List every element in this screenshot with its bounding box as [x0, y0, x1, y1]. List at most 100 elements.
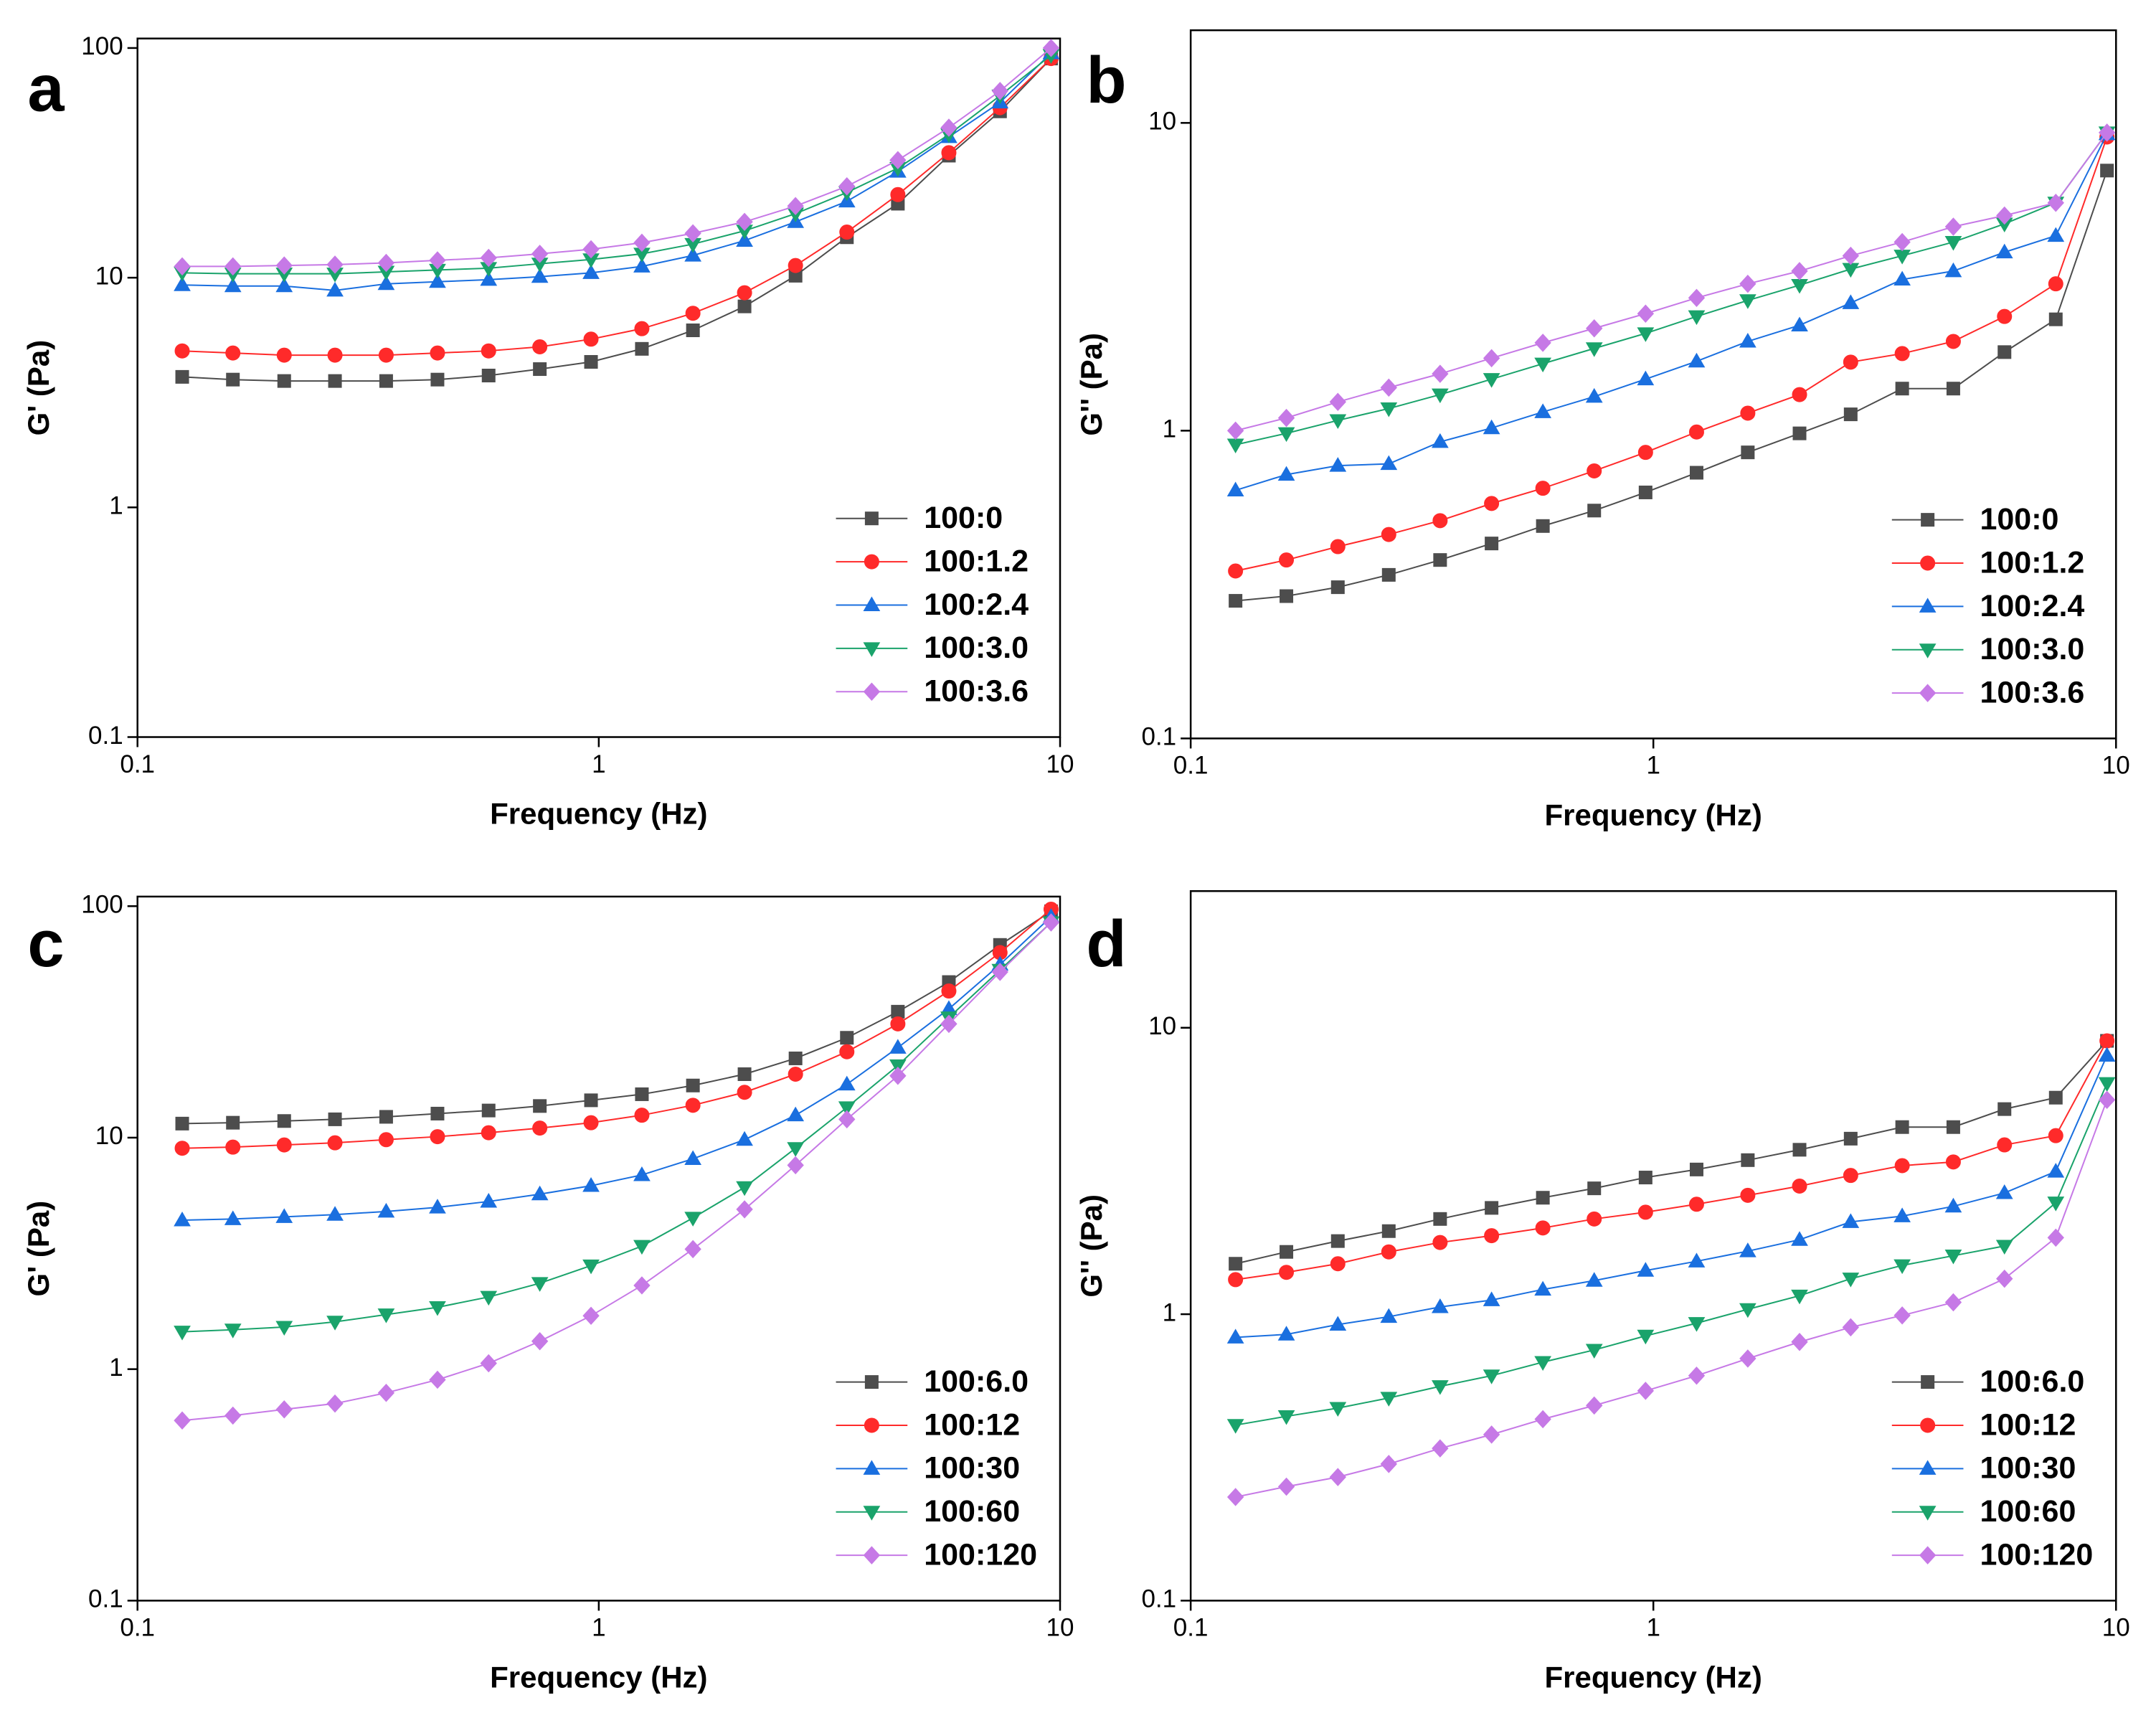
marker: [1042, 39, 1060, 57]
marker: [1330, 539, 1346, 554]
marker: [1944, 262, 1962, 278]
marker: [1586, 1396, 1603, 1415]
marker: [1920, 1417, 1936, 1433]
x-tick-label: 10: [2102, 1614, 2130, 1642]
marker: [1894, 1158, 1910, 1174]
legend-label: 100:12: [924, 1407, 1020, 1442]
marker: [1637, 1329, 1655, 1345]
marker: [327, 1135, 343, 1151]
marker: [1997, 1137, 2013, 1153]
marker: [1842, 294, 1860, 309]
marker: [1381, 527, 1396, 542]
marker: [1534, 1280, 1552, 1296]
marker: [1995, 1184, 2013, 1199]
marker: [531, 1277, 549, 1292]
marker: [1536, 519, 1550, 533]
x-tick-label: 10: [1046, 750, 1074, 778]
marker: [1919, 1546, 1937, 1564]
marker: [377, 1308, 395, 1323]
marker: [1893, 1207, 1911, 1222]
y-axis-title: G'' (Pa): [1074, 333, 1108, 436]
marker: [1739, 1242, 1757, 1257]
marker: [1842, 1318, 1860, 1337]
marker: [1381, 1244, 1396, 1260]
marker: [684, 1240, 701, 1259]
marker: [1483, 349, 1500, 368]
marker: [2098, 1047, 2116, 1062]
marker: [2098, 1077, 2116, 1092]
marker: [429, 273, 446, 288]
legend-label: 100:12: [1980, 1407, 2076, 1442]
marker: [788, 1051, 803, 1065]
marker: [1587, 504, 1602, 518]
x-axis-title: Frequency (Hz): [1545, 1660, 1762, 1694]
marker: [480, 248, 497, 268]
marker: [940, 118, 958, 137]
marker: [890, 1016, 906, 1032]
series-line: [182, 908, 1052, 1149]
marker: [1280, 589, 1294, 603]
marker: [174, 1141, 190, 1156]
marker: [1226, 481, 1244, 497]
marker: [531, 1332, 549, 1351]
marker: [1895, 1120, 1909, 1134]
marker: [1329, 392, 1346, 412]
marker: [863, 596, 881, 611]
marker: [326, 1316, 344, 1331]
marker: [1431, 433, 1449, 448]
marker: [1739, 274, 1757, 293]
y-tick-label: 1: [1163, 1298, 1176, 1326]
series-line: [1235, 1082, 2108, 1426]
marker: [736, 232, 753, 247]
marker: [377, 1383, 395, 1402]
legend-label: 100:6.0: [1980, 1364, 2084, 1399]
marker: [377, 253, 395, 273]
marker: [1432, 513, 1448, 529]
y-tick-label: 100: [81, 890, 123, 918]
series-line: [1235, 132, 2108, 432]
marker: [635, 1087, 649, 1101]
marker: [1585, 1272, 1603, 1287]
marker: [1380, 455, 1398, 471]
marker: [224, 1323, 242, 1339]
legend-label: 100:120: [924, 1537, 1037, 1572]
marker: [1277, 466, 1295, 481]
marker: [1042, 913, 1060, 932]
marker: [379, 374, 393, 388]
marker: [838, 176, 856, 196]
marker: [224, 1210, 242, 1225]
marker: [2098, 123, 2116, 142]
series-line: [182, 47, 1052, 268]
marker: [326, 1394, 344, 1413]
x-tick-label: 1: [592, 750, 605, 778]
marker: [736, 212, 753, 232]
marker: [633, 258, 651, 273]
x-axis-title: Frequency (Hz): [490, 797, 707, 831]
marker: [1483, 1369, 1500, 1384]
marker: [429, 1301, 446, 1316]
marker: [941, 145, 957, 161]
y-axis-title: G'' (Pa): [1074, 1194, 1108, 1298]
marker: [275, 1208, 293, 1223]
marker: [1996, 206, 2013, 225]
x-tick-label: 10: [2102, 752, 2130, 780]
marker: [1995, 243, 2013, 259]
marker: [1689, 1162, 1703, 1176]
marker: [1483, 419, 1500, 435]
series-line: [182, 55, 1052, 275]
marker: [174, 1212, 191, 1227]
y-tick-label: 10: [95, 1122, 123, 1150]
marker: [2047, 1228, 2064, 1247]
marker: [1741, 445, 1755, 460]
marker: [1741, 1153, 1755, 1167]
marker: [1587, 463, 1602, 478]
marker: [864, 1417, 879, 1433]
legend-label: 100:2.4: [924, 587, 1029, 622]
marker: [480, 1290, 498, 1306]
marker: [1895, 382, 1909, 396]
marker: [1739, 1349, 1757, 1368]
panel-label: d: [1086, 907, 1126, 981]
marker: [737, 285, 752, 301]
marker: [224, 277, 242, 293]
